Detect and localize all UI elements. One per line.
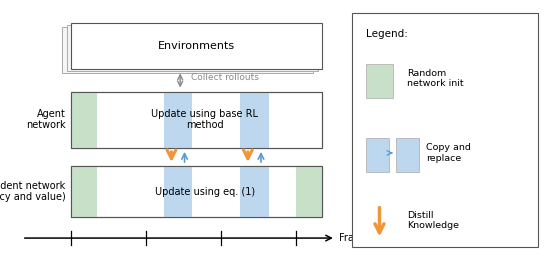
Text: Legend:: Legend:	[366, 29, 408, 39]
Text: Collect rollouts: Collect rollouts	[191, 73, 259, 82]
Text: Copy and
replace: Copy and replace	[426, 143, 471, 163]
FancyBboxPatch shape	[62, 27, 313, 73]
FancyBboxPatch shape	[366, 64, 393, 98]
Text: Update using eq. (1): Update using eq. (1)	[155, 186, 255, 197]
FancyBboxPatch shape	[296, 166, 322, 217]
Text: Environments: Environments	[158, 41, 235, 51]
FancyBboxPatch shape	[71, 166, 322, 217]
FancyBboxPatch shape	[67, 25, 318, 71]
FancyBboxPatch shape	[71, 92, 322, 148]
FancyBboxPatch shape	[71, 23, 322, 69]
Text: Update using base RL
method: Update using base RL method	[151, 109, 258, 131]
FancyBboxPatch shape	[71, 92, 97, 148]
Text: Student network
(policy and value): Student network (policy and value)	[0, 181, 66, 202]
Text: Random
network init: Random network init	[407, 69, 464, 88]
FancyBboxPatch shape	[164, 166, 192, 217]
Text: Agent
network: Agent network	[26, 109, 66, 131]
FancyBboxPatch shape	[240, 166, 269, 217]
FancyBboxPatch shape	[71, 166, 97, 217]
Text: Frames: Frames	[339, 233, 374, 243]
Text: Distill
Knowledge: Distill Knowledge	[407, 211, 459, 230]
FancyBboxPatch shape	[366, 138, 389, 172]
FancyBboxPatch shape	[240, 92, 269, 148]
FancyBboxPatch shape	[352, 13, 538, 247]
FancyBboxPatch shape	[164, 92, 192, 148]
FancyBboxPatch shape	[396, 138, 419, 172]
